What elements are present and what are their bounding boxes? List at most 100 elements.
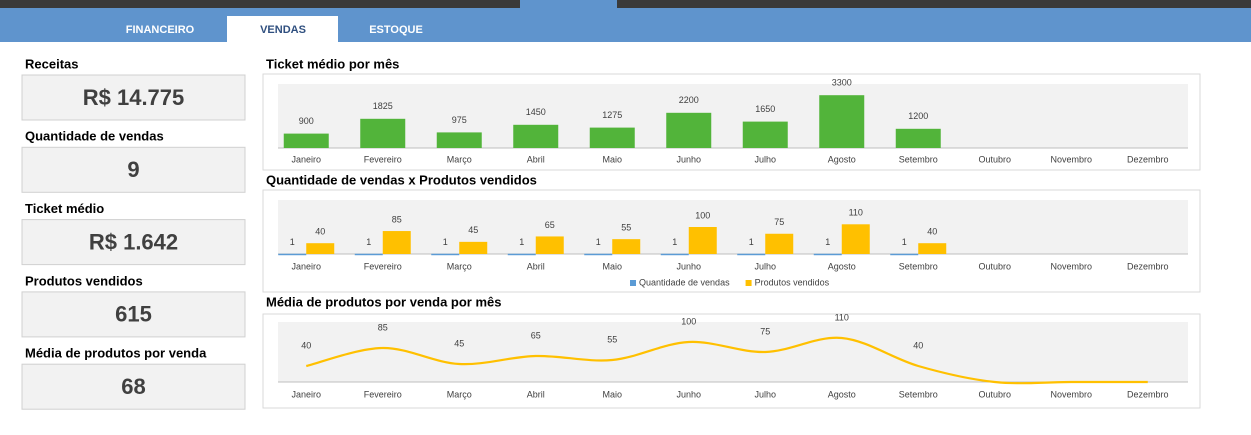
tab[interactable]: VENDAS [260, 24, 306, 36]
data-label: 1650 [755, 104, 775, 114]
data-label: 975 [452, 115, 467, 125]
x-tick-label: Agosto [828, 261, 856, 271]
x-tick-label: Janeiro [291, 389, 321, 399]
x-tick-label: Dezembro [1127, 154, 1169, 164]
bar [589, 127, 635, 148]
data-label: 110 [849, 208, 863, 218]
kpi-box [21, 146, 246, 193]
kpi-label: Quantidade de vendas [25, 129, 164, 144]
legend-swatch [745, 280, 752, 286]
x-tick-label: Março [447, 389, 472, 399]
line [305, 336, 1148, 385]
bar [360, 118, 406, 148]
data-label: 55 [607, 334, 617, 344]
legend-label: Produtos vendidos [755, 277, 830, 287]
data-label: 3300 [832, 78, 852, 88]
bar [278, 253, 307, 256]
data-label: 1450 [526, 107, 546, 117]
data-label: 1 [596, 237, 601, 247]
data-label: 45 [468, 225, 478, 235]
x-tick-label: Outubro [978, 154, 1011, 164]
x-tick-label: Dezembro [1127, 389, 1169, 399]
x-tick-label: Agosto [828, 389, 856, 399]
toolbar-strip [0, 0, 520, 8]
kpi-box [21, 291, 246, 338]
x-tick-label: Maio [602, 389, 622, 399]
bar [819, 95, 865, 148]
data-label: 40 [927, 227, 937, 237]
kpi-label: Ticket médio [25, 201, 104, 216]
kpi-label: Receitas [25, 56, 78, 71]
data-label: 40 [301, 340, 311, 350]
x-tick-label: Setembro [899, 389, 938, 399]
bar [841, 224, 870, 254]
x-tick-label: Junho [676, 154, 701, 164]
x-tick-label: Abril [527, 389, 545, 399]
kpi-value: 68 [121, 374, 145, 399]
kpi-value: 9 [127, 157, 139, 182]
data-label: 110 [835, 312, 849, 322]
kpi-box [21, 74, 246, 121]
tab[interactable]: FINANCEIRO [126, 24, 195, 36]
data-label: 1 [902, 237, 907, 247]
bar [431, 253, 460, 256]
bar [688, 227, 717, 254]
x-tick-label: Junho [676, 261, 701, 271]
data-label: 1 [749, 237, 754, 247]
x-tick-label: Julho [754, 154, 776, 164]
bar [535, 236, 564, 254]
data-label: 65 [545, 220, 555, 230]
data-label: 2200 [679, 95, 699, 105]
x-tick-label: Novembro [1050, 261, 1092, 271]
x-tick-label: Março [447, 261, 472, 271]
data-label: 1 [519, 237, 524, 247]
toolbar-strip [617, 0, 1251, 8]
data-label: 1 [443, 237, 448, 247]
legend-swatch [630, 280, 636, 286]
kpi-value: R$ 14.775 [83, 85, 185, 110]
kpi-box [21, 219, 246, 266]
data-label: 40 [913, 340, 923, 350]
x-tick-label: Agosto [828, 154, 856, 164]
x-tick-label: Junho [676, 389, 701, 399]
bar [813, 253, 842, 256]
bar [507, 253, 536, 256]
data-label: 85 [392, 214, 402, 224]
data-label: 1825 [373, 101, 393, 111]
data-label: 1 [366, 237, 371, 247]
bar [660, 253, 689, 256]
x-tick-label: Fevereiro [364, 389, 402, 399]
bar [737, 253, 766, 256]
data-label: 75 [774, 217, 784, 227]
data-label: 65 [531, 330, 541, 340]
tab[interactable]: ESTOQUE [369, 24, 423, 36]
x-tick-label: Fevereiro [364, 261, 402, 271]
bar [513, 124, 559, 148]
bar [283, 133, 329, 148]
bar [666, 112, 712, 148]
data-label: 100 [695, 210, 710, 220]
chart-title: Quantidade de vendas x Produtos vendidos [266, 172, 537, 187]
x-tick-label: Fevereiro [364, 154, 402, 164]
chart-title: Ticket médio por mês [266, 56, 399, 71]
x-tick-label: Maio [602, 154, 622, 164]
x-tick-label: Outubro [978, 261, 1011, 271]
data-label: 40 [315, 227, 325, 237]
x-tick-label: Maio [602, 261, 622, 271]
plot-area [278, 84, 1188, 148]
x-tick-label: Dezembro [1127, 261, 1169, 271]
bar [742, 121, 788, 148]
data-label: 1200 [908, 111, 928, 121]
kpi-label: Média de produtos por venda [25, 346, 207, 361]
bar [459, 241, 488, 254]
kpi-value: R$ 1.642 [89, 229, 178, 254]
bar [765, 233, 794, 254]
data-label: 1 [290, 237, 295, 247]
bar [895, 128, 941, 148]
tab-active-bg [227, 16, 338, 42]
x-tick-label: Outubro [978, 389, 1011, 399]
plot-area [278, 322, 1188, 382]
x-tick-label: Janeiro [291, 261, 321, 271]
kpi-value: 615 [115, 302, 152, 327]
